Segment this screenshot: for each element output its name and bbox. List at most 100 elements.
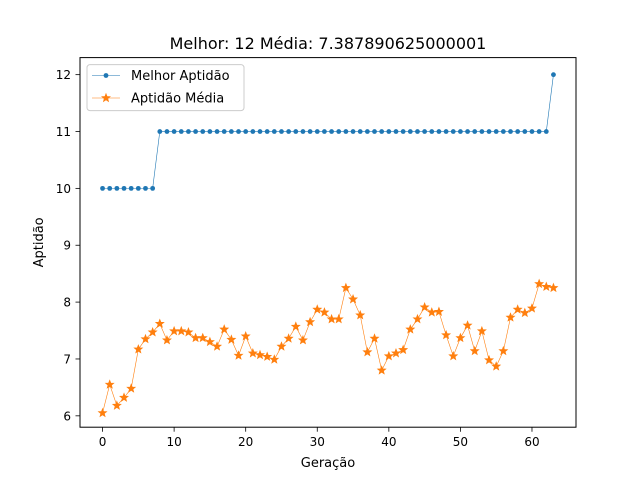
data-point [336,129,342,134]
data-point [348,294,359,304]
data-point [114,185,120,191]
data-point [407,129,413,134]
data-point [97,407,108,418]
y-axis: 6 7 8 9 10 11 12 [56,68,80,423]
data-point [143,185,148,191]
y-tick-label: 12 [56,68,71,82]
data-point [534,278,545,289]
data-point [357,129,363,134]
data-point [551,72,556,78]
data-point [100,185,105,191]
data-point [314,129,320,134]
data-point [164,129,170,134]
x-tick-label: 50 [453,435,468,449]
data-point [476,325,487,336]
x-tick-label: 30 [310,435,325,449]
data-point [369,333,380,343]
x-tick-label: 10 [166,435,181,449]
data-point [455,332,466,343]
data-point [200,129,206,134]
y-tick-label: 10 [56,182,71,196]
data-point [107,185,113,191]
data-point [527,303,537,313]
data-point [398,344,409,355]
series-layer [97,72,559,418]
data-point [276,341,287,351]
data-point [197,332,208,343]
data-point [343,129,349,134]
data-point [350,129,356,134]
data-point [340,282,351,293]
data-point [500,129,506,134]
data-point [515,129,521,134]
data-point [150,185,156,191]
data-point [362,346,373,357]
series-1 [100,72,556,191]
data-point [257,129,263,134]
data-point [121,185,127,191]
data-point [183,327,194,337]
data-point [300,129,306,134]
data-point [305,316,316,327]
data-point [472,129,478,134]
legend-marker [103,73,109,78]
data-point [286,129,292,134]
data-point [154,318,165,328]
data-point [493,129,499,134]
data-point [126,383,137,393]
legend-label: Melhor Aptidão [131,69,230,84]
data-point [226,334,237,344]
data-point [290,321,301,331]
data-point [207,129,213,134]
data-point [240,330,251,341]
data-point [297,334,308,345]
x-tick-label: 20 [238,435,253,449]
legend: Melhor Aptidão Aptidão Média [86,64,245,112]
data-point [312,304,323,314]
data-point [133,344,144,354]
data-point [536,129,542,134]
data-point [221,129,227,134]
data-point [135,185,141,191]
data-point [393,129,399,134]
x-tick-label: 0 [99,435,107,449]
data-point [400,129,406,134]
data-point [178,129,184,134]
y-tick-label: 6 [63,409,71,423]
data-point [279,129,284,134]
data-point [364,129,370,134]
data-point [376,365,387,375]
data-point [405,324,416,334]
data-point [541,281,552,291]
data-point [505,312,516,322]
data-point [543,129,549,134]
series-line [102,74,554,189]
data-point [283,333,294,343]
data-point [104,379,115,389]
data-point [264,129,270,134]
series-2 [97,278,559,418]
data-point [219,324,230,334]
data-point [147,327,158,337]
data-point [319,307,330,317]
data-point [465,129,470,134]
data-point [512,304,523,314]
data-point [372,129,377,134]
data-point [119,392,129,402]
data-point [484,354,495,365]
data-point [355,309,366,320]
data-point [193,129,198,134]
data-point [228,129,234,134]
data-point [443,129,449,134]
data-point [433,306,444,316]
data-point [247,348,258,358]
data-point [422,129,428,134]
data-point [250,129,256,134]
legend-marker [101,92,111,103]
x-tick-label: 40 [381,435,396,449]
data-point [171,129,177,134]
chart-title: Melhor: 12 Média: 7.387890625000001 [170,34,487,53]
data-point [161,334,172,345]
data-point [176,325,187,336]
